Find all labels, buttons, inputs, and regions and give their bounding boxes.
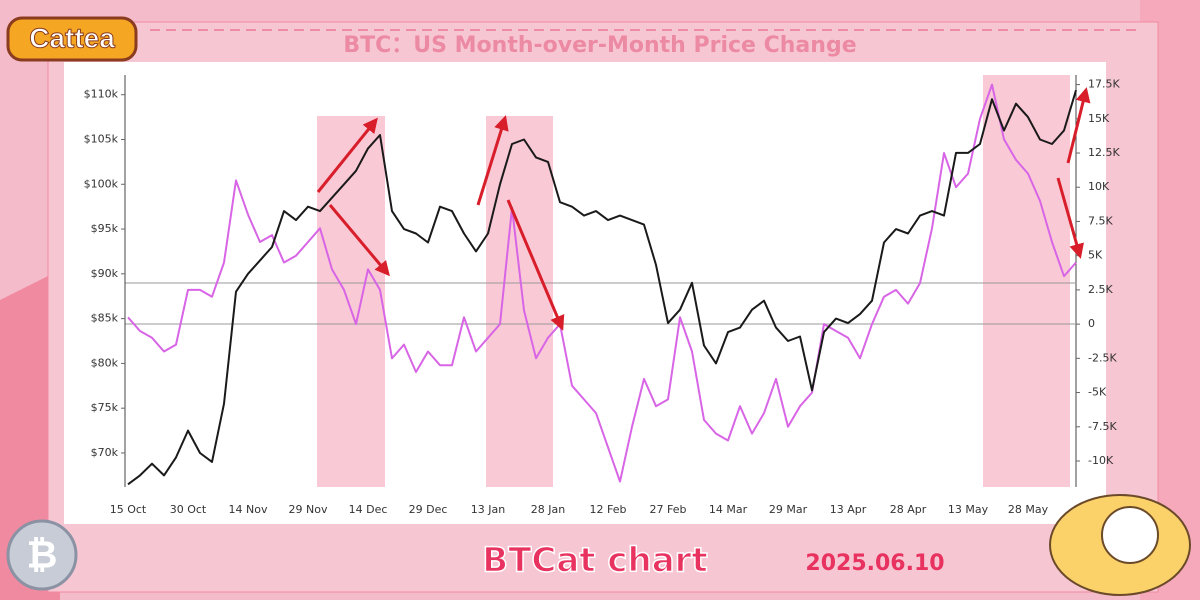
logo-badge [6,16,138,62]
x-tick-label: 28 Apr [890,503,927,516]
x-tick-label: 29 Mar [769,503,808,516]
cat-face [1101,506,1159,564]
y2-tick-label: -2.5K [1088,351,1117,364]
x-tick-label: 13 Apr [830,503,867,516]
y2-tick-label: 15K [1088,112,1110,125]
x-tick-label: 27 Feb [650,503,687,516]
y2-tick-label: -5K [1088,386,1107,399]
y2-tick-label: 17.5K [1088,78,1120,91]
y2-tick-label: -10K [1088,454,1114,467]
highlight-band [983,75,1070,487]
y2-tick-label: -7.5K [1088,420,1117,433]
y2-tick-label: 10K [1088,180,1110,193]
x-tick-label: 29 Nov [289,503,328,516]
y-tick-label: $90k [91,267,119,280]
y2-tick-label: 0 [1088,317,1095,330]
y-tick-label: $85k [91,312,119,325]
highlight-band [317,116,385,487]
y2-tick-label: 7.5K [1088,214,1113,227]
y-tick-label: $100k [84,177,119,190]
logo: Cattea [29,22,115,53]
footer-bar [66,530,1106,588]
arrow [476,115,509,206]
x-tick-label: 13 Jan [471,503,505,516]
footer-date: 2025.06.10 [805,551,944,576]
y-tick-label: $110k [84,88,119,101]
series-line [127,83,1077,483]
y-tick-label: $95k [91,222,119,235]
stripe [0,270,60,600]
x-tick-label: 29 Dec [409,503,448,516]
y2-tick-label: 12.5K [1088,146,1120,159]
y2-tick-label: 2.5K [1088,283,1113,296]
coin-symbol: ₿ [27,533,58,577]
chart-title: BTC：US Month-over-Month Price Change [343,33,856,58]
plot-panel [64,62,1106,524]
x-tick-label: 15 Oct [110,503,147,516]
x-tick-label: 28 Jan [531,503,565,516]
x-tick-label: 30 Oct [170,503,207,516]
footer-label: BTCat chart [482,541,707,581]
y-tick-label: $75k [91,401,119,414]
y-tick-label: $80k [91,356,119,369]
coin-cat [6,519,78,591]
arrow [316,117,378,193]
arrow [1056,177,1084,259]
annotation-arrows [316,87,1091,331]
x-tick-label: 12 Feb [590,503,627,516]
x-tick-label: 13 May [948,503,989,516]
x-tick-label: 14 Dec [349,503,388,516]
y2-tick-label: 5K [1088,249,1103,262]
y-tick-label: $70k [91,446,119,459]
x-tick-label: 28 May [1008,503,1049,516]
series-line [127,89,1077,486]
arrow [506,199,565,331]
arrow [1066,87,1091,164]
plot: $70k $75k $80k $85k $90k $95k $100k $105k $110k -… [84,78,1121,516]
highlight-band [486,116,553,487]
arrow [328,204,390,277]
y-tick-label: $105k [84,132,119,145]
x-tick-label: 14 Mar [709,503,748,516]
x-tick-label: 14 Nov [229,503,268,516]
